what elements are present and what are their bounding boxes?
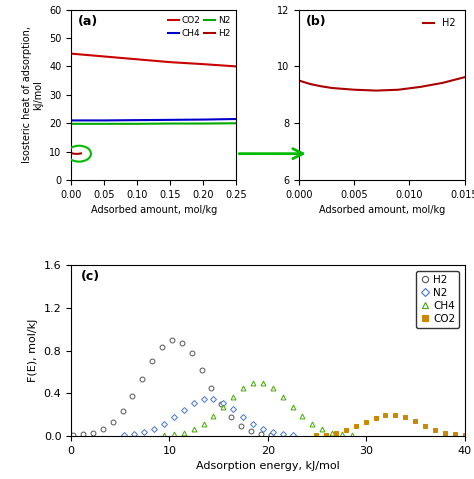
X-axis label: Adsorbed amount, mol/kg: Adsorbed amount, mol/kg <box>91 205 217 216</box>
X-axis label: Adsorbed amount, mol/kg: Adsorbed amount, mol/kg <box>319 205 445 216</box>
Text: (b): (b) <box>306 15 327 28</box>
Text: (a): (a) <box>78 15 98 28</box>
X-axis label: Adsorption energy, kJ/mol: Adsorption energy, kJ/mol <box>196 461 340 471</box>
Legend: H2, N2, CH4, CO2: H2, N2, CH4, CO2 <box>416 271 459 328</box>
Text: (c): (c) <box>81 271 100 284</box>
Y-axis label: Isosteric heat of adsorption,
kJ/mol: Isosteric heat of adsorption, kJ/mol <box>22 26 44 163</box>
Y-axis label: F(E), mol/kJ: F(E), mol/kJ <box>28 319 38 382</box>
Legend: H2: H2 <box>419 14 460 32</box>
Legend: CO2, CH4, N2, H2: CO2, CH4, N2, H2 <box>166 14 232 40</box>
